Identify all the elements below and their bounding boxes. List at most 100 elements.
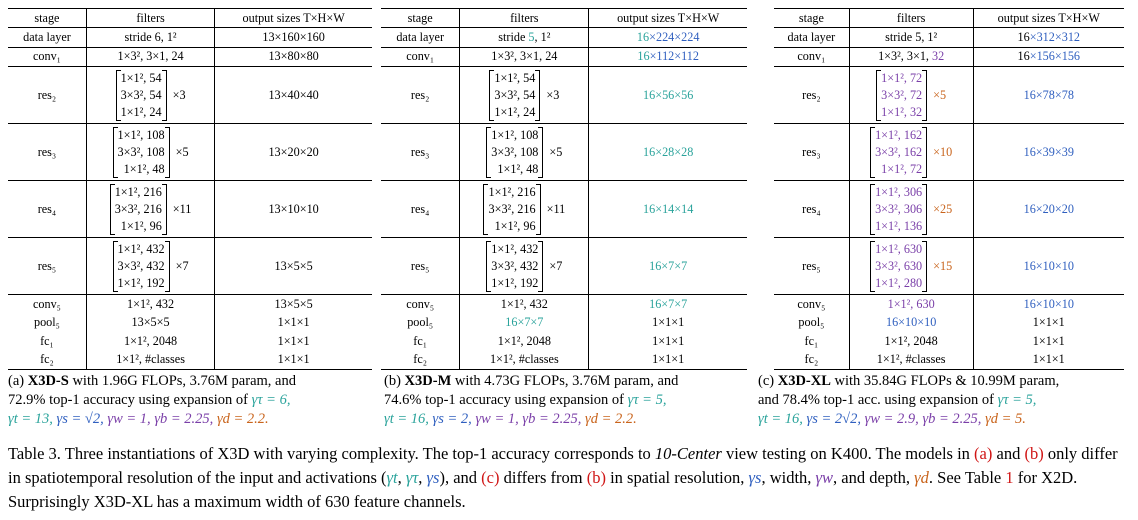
gamma-b: γb = 2.25, xyxy=(522,411,582,427)
filters-cell: 16×7×7 xyxy=(459,313,590,332)
filters-block: 1×1², 216 3×3², 216 1×1², 96 ×11 xyxy=(459,180,590,238)
filters-cell: 1×3², 3×1, 24 xyxy=(86,47,216,67)
temporal-size: 16 xyxy=(1017,49,1030,64)
filters-text: 1×3², 3×1, xyxy=(878,49,933,64)
filter-line: 1×1², 192 xyxy=(117,275,165,290)
filters-cell: 1×1², 2048 xyxy=(459,332,590,351)
subcaption-text: with 4.73G FLOPs, 3.76M param, and xyxy=(451,373,679,389)
output-cell: 1×1×1 xyxy=(1032,315,1065,330)
repeat-count: ×11 xyxy=(546,201,566,216)
filters-cell: 1×1², 432 xyxy=(459,294,590,314)
col-header-output: output sizes T×H×W xyxy=(214,8,372,28)
gamma-b: γb = 2.25, xyxy=(154,411,214,427)
filters-block: 1×1², 630 3×3², 630 1×1², 280 ×15 xyxy=(849,237,974,295)
filter-line: 1×1², 630 xyxy=(875,241,923,256)
stage-cell: res₄ xyxy=(8,180,87,238)
filter-line: 1×1², 54 xyxy=(494,70,536,85)
gamma-w: γw = 1, xyxy=(475,411,519,427)
table-row: pool₅ 16×10×10 1×1×1 xyxy=(774,313,1124,332)
table-row: res₄ 1×1², 306 3×3², 306 1×1², 136 ×25 16×2… xyxy=(774,180,1124,238)
ref-link-a[interactable]: (a) xyxy=(974,444,993,463)
table-c: stage filters output sizes T×H×W data la… xyxy=(774,8,1124,370)
table-row: data layer stride 5, 1² 16×224×224 xyxy=(381,27,747,48)
gamma-d: γd = 2.2. xyxy=(584,411,637,427)
filter-line: 1×1², 24 xyxy=(494,104,536,119)
stage-cell: data layer xyxy=(381,27,461,48)
caption-text: , and depth, xyxy=(833,468,915,487)
model-name: X3D-XL xyxy=(777,373,831,389)
temporal-size: 16 xyxy=(1017,29,1030,44)
filters-cell: 13×5×5 xyxy=(86,313,216,332)
filter-line: 1×1², 48 xyxy=(123,161,165,176)
filter-line: 3×3², 432 xyxy=(491,258,539,273)
filter-line: 1×1², 136 xyxy=(875,218,923,233)
filters-cell: 1×1², 630 xyxy=(849,294,974,314)
output-cell: 1×1×1 xyxy=(652,315,685,330)
output-cell: 13×160×160 xyxy=(214,27,372,48)
spatial-size: ×112×112 xyxy=(649,49,699,64)
stage-cell: fc₁ xyxy=(774,332,850,351)
filters-block: 1×1², 54 3×3², 54 1×1², 24 ×3 xyxy=(86,66,216,124)
ref-link-b[interactable]: (b) xyxy=(586,468,606,487)
gamma-s: γs = √2, xyxy=(56,411,104,427)
stage-cell: res₅ xyxy=(8,237,87,295)
table-row: fc₂ 1×1², #classes 1×1×1 xyxy=(774,350,1124,370)
spatial-size: ×312×312 xyxy=(1029,29,1081,44)
table-row: fc₂ 1×1², #classes 1×1×1 xyxy=(8,350,372,370)
gamma-b: γb = 2.25, xyxy=(922,411,982,427)
ref-link-c[interactable]: (c) xyxy=(481,468,500,487)
table-row: pool₅ 13×5×5 1×1×1 xyxy=(8,313,372,332)
stage-cell: pool₅ xyxy=(381,313,461,332)
output-cell: 16×7×7 xyxy=(588,237,747,295)
stage-cell: data layer xyxy=(8,27,87,48)
gamma-tau: γτ = 6, xyxy=(251,392,291,408)
gamma-d: γd = 5. xyxy=(985,411,1026,427)
output-cell: 16×312×312 xyxy=(973,27,1124,48)
subcaption-text: and 78.4% top-1 acc. using expansion of xyxy=(758,392,998,408)
gamma-s: γs = 2√2, xyxy=(806,411,862,427)
stage-cell: res₅ xyxy=(774,237,850,295)
col-header-filters: filters xyxy=(86,8,216,28)
output-cell: 1×1×1 xyxy=(277,315,310,330)
gamma-t: γt = 13, xyxy=(8,411,53,427)
filter-line: 1×1², 24 xyxy=(120,104,162,119)
filters-cell: stride 5, 1² xyxy=(459,27,590,48)
table-caption: Table 3. Three instantiations of X3D wit… xyxy=(8,444,1118,511)
repeat-count: ×25 xyxy=(933,201,953,216)
table-row: fc₁ 1×1², 2048 1×1×1 xyxy=(8,332,372,351)
subcaption-text: with 35.84G FLOPs & 10.99M param, xyxy=(830,373,1060,389)
filters-block: 1×1², 108 3×3², 108 1×1², 48 ×5 xyxy=(86,123,216,181)
filters-cell: 1×3², 3×1, 32 xyxy=(849,47,974,67)
output-cell: 16×112×112 xyxy=(588,47,747,67)
filter-line: 3×3², 432 xyxy=(117,258,165,273)
table-row: conv₅ 1×1², 630 16×10×10 xyxy=(774,294,1124,314)
stage-cell: res₂ xyxy=(774,66,850,124)
output-cell: 13×5×5 xyxy=(214,237,372,295)
filters-block: 1×1², 162 3×3², 162 1×1², 72 ×10 xyxy=(849,123,974,181)
table-row: res₃ 1×1², 108 3×3², 108 1×1², 48 ×5 16×28×… xyxy=(381,123,747,181)
filter-line: 3×3², 162 xyxy=(875,144,923,159)
subcaption-text: 74.6% top-1 accuracy using expansion of xyxy=(384,392,628,408)
subcaption-c: (c) X3D-XL with 35.84G FLOPs & 10.99M pa… xyxy=(758,372,1134,429)
output-cell: 1×1×1 xyxy=(588,350,747,370)
output-cell: 16×224×224 xyxy=(588,27,747,48)
filter-line: 1×1², 32 xyxy=(881,104,923,119)
stage-cell: data layer xyxy=(774,27,850,48)
ref-link-table[interactable]: 1 xyxy=(1005,468,1014,487)
filter-line: 1×1², 108 xyxy=(491,127,539,142)
table-row: res₂ 1×1², 54 3×3², 54 1×1², 24 ×3 16×56×56 xyxy=(381,66,747,124)
header-row: stage filters output sizes T×H×W xyxy=(381,8,747,28)
filters-cell: 1×3², 3×1, 24 xyxy=(459,47,590,67)
gamma-s: γs = 2, xyxy=(432,411,472,427)
table-a: stage filters output sizes T×H×W data la… xyxy=(8,8,372,370)
gamma-t: γt = 16, xyxy=(384,411,429,427)
subcaption-text: with 1.96G FLOPs, 3.76M param, and xyxy=(68,373,296,389)
stage-cell: fc₁ xyxy=(381,332,461,351)
output-cell: 16×14×14 xyxy=(588,180,747,238)
ref-link-b[interactable]: (b) xyxy=(1024,444,1044,463)
output-cell: 13×5×5 xyxy=(274,296,313,311)
gamma-tau: γτ xyxy=(405,468,419,487)
stride-value: 5 xyxy=(528,29,535,44)
filter-line: 1×1², 432 xyxy=(117,241,165,256)
filter-line: 1×1², 54 xyxy=(120,70,162,85)
